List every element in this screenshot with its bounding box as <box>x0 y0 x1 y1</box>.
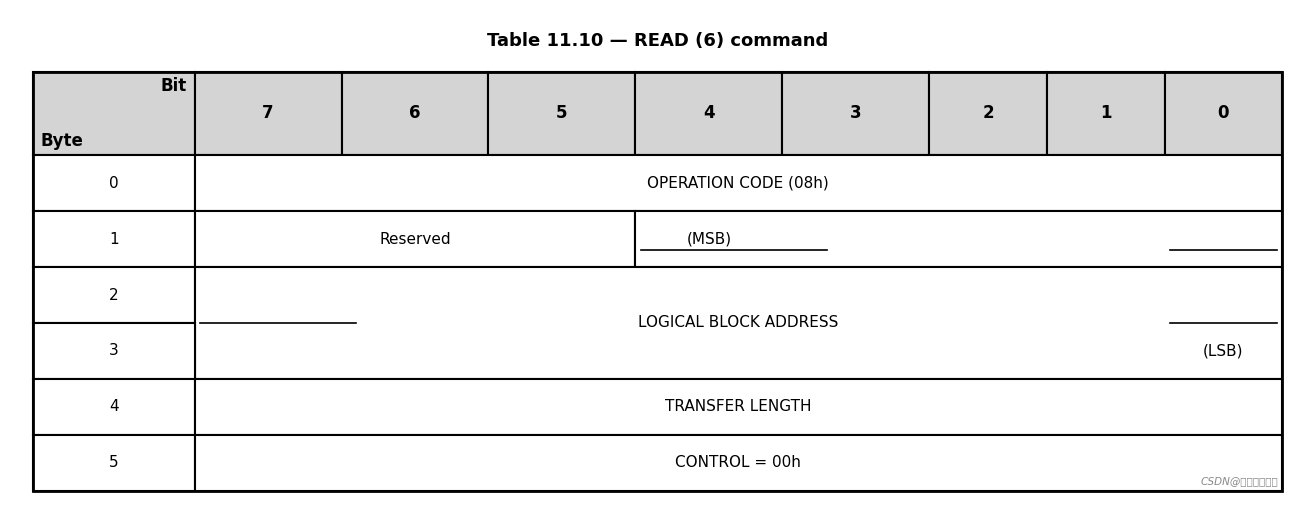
Text: 1: 1 <box>1101 104 1111 123</box>
Text: 2: 2 <box>982 104 994 123</box>
Text: 5: 5 <box>556 104 568 123</box>
Bar <box>195 435 1282 491</box>
Bar <box>488 72 635 155</box>
Text: 3: 3 <box>109 343 118 358</box>
Bar <box>33 435 195 491</box>
Text: 5: 5 <box>109 455 118 470</box>
Bar <box>195 379 1282 435</box>
Bar <box>930 72 1047 155</box>
Text: (MSB): (MSB) <box>686 231 731 247</box>
Text: 4: 4 <box>704 104 715 123</box>
Bar <box>195 267 1282 379</box>
Bar <box>195 211 635 267</box>
Bar <box>33 211 195 267</box>
Text: 2: 2 <box>109 288 118 303</box>
Text: 0: 0 <box>109 176 118 191</box>
Bar <box>33 72 195 155</box>
Text: 7: 7 <box>262 104 274 123</box>
Bar <box>33 323 195 379</box>
Bar <box>33 267 195 323</box>
Bar <box>635 211 1282 267</box>
Text: CSDN@田园诗大之居: CSDN@田园诗大之居 <box>1201 476 1278 486</box>
Text: Table 11.10 — READ (6) command: Table 11.10 — READ (6) command <box>487 32 828 50</box>
Bar <box>195 72 342 155</box>
Bar <box>33 72 1282 491</box>
Bar <box>33 155 195 211</box>
Text: 4: 4 <box>109 399 118 414</box>
Text: (LSB): (LSB) <box>1203 343 1244 358</box>
Bar <box>195 155 1282 211</box>
Text: Bit: Bit <box>160 77 187 95</box>
Text: 6: 6 <box>409 104 421 123</box>
Text: OPERATION CODE (08h): OPERATION CODE (08h) <box>647 176 830 191</box>
Text: 1: 1 <box>109 231 118 247</box>
Text: 3: 3 <box>849 104 861 123</box>
Bar <box>782 72 930 155</box>
Text: TRANSFER LENGTH: TRANSFER LENGTH <box>665 399 811 414</box>
Bar <box>33 379 195 435</box>
Bar <box>342 72 488 155</box>
Bar <box>1165 72 1282 155</box>
Bar <box>635 72 782 155</box>
Text: LOGICAL BLOCK ADDRESS: LOGICAL BLOCK ADDRESS <box>638 315 839 331</box>
Text: Reserved: Reserved <box>379 231 451 247</box>
Text: CONTROL = 00h: CONTROL = 00h <box>676 455 801 470</box>
Text: 0: 0 <box>1218 104 1230 123</box>
Text: Byte: Byte <box>41 132 84 150</box>
Bar <box>1047 72 1165 155</box>
